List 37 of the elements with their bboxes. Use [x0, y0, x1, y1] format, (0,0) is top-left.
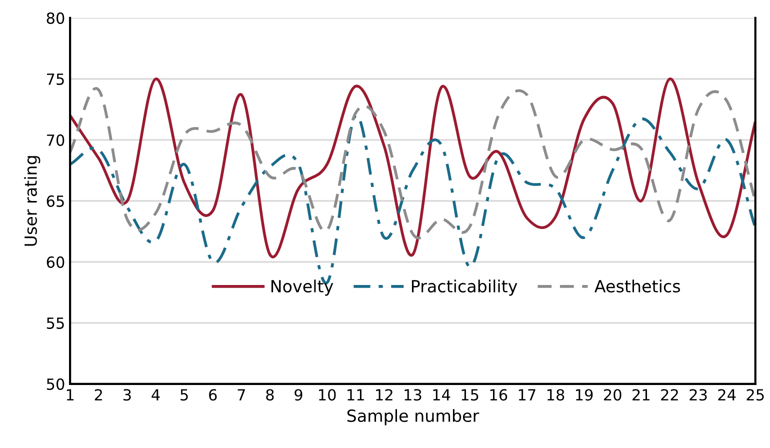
x-tick-label: 17: [518, 389, 536, 400]
x-tick-label: 5: [180, 389, 188, 401]
x-tick-label: 10: [319, 389, 336, 401]
y-tick-label: 55: [46, 318, 64, 329]
x-tick-label: 12: [376, 389, 392, 400]
x-tick-label: 24: [718, 389, 736, 400]
y-axis-title: User rating: [24, 156, 40, 246]
y-tick-label: 80: [46, 12, 64, 24]
x-tick-label: 8: [266, 389, 274, 401]
x-tick-label: 16: [490, 389, 508, 401]
x-tick-label: 21: [632, 389, 650, 400]
y-tick-label: 65: [46, 195, 64, 207]
x-tick-label: 2: [94, 389, 102, 400]
x-tick-label: 6: [209, 389, 217, 401]
legend-label: Practicability: [412, 280, 518, 296]
x-tick-label: 18: [547, 389, 564, 401]
y-tick-label: 50: [46, 378, 64, 390]
x-tick-label: 9: [294, 389, 302, 401]
x-axis-title: Sample number: [347, 409, 480, 426]
y-tick-label: 70: [47, 134, 64, 146]
x-tick-label: 20: [604, 389, 622, 401]
x-tick-label: 3: [123, 389, 131, 401]
x-tick-label: 15: [462, 389, 478, 401]
legend-label: Novelty: [271, 280, 334, 296]
x-tick-label: 25: [746, 389, 764, 401]
x-tick-label: 4: [152, 389, 160, 400]
y-tick-label: 60: [46, 256, 64, 268]
y-tick-label: 75: [47, 74, 64, 85]
x-tick-label: 13: [404, 389, 422, 401]
x-tick-label: 22: [661, 389, 678, 400]
x-tick-label: 11: [348, 389, 364, 400]
x-tick-label: 14: [433, 389, 450, 400]
legend-label: Aesthetics: [594, 280, 680, 293]
x-tick-label: 19: [576, 389, 593, 401]
x-tick-label: 7: [238, 389, 245, 400]
x-tick-label: 1: [66, 389, 74, 400]
x-tick-label: 23: [690, 389, 707, 401]
